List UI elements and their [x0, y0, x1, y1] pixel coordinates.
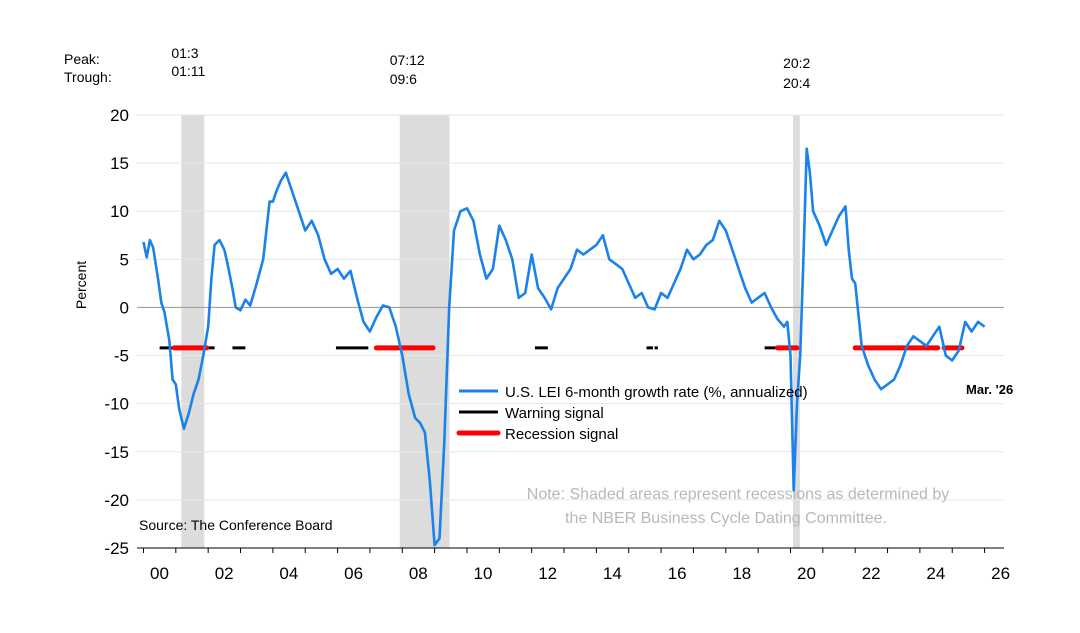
x-axis: 00 02 04 06 08 10 12 14 16 18 20 22 24 26: [137, 547, 1010, 583]
y-tick-label-4: 0: [120, 298, 129, 317]
x-tick-label-9: 18: [732, 564, 751, 583]
recession-peak-2: 20:2: [783, 55, 810, 71]
y-tick-label-2: 10: [110, 202, 129, 221]
x-tick-label-0: 00: [150, 564, 169, 583]
x-tick-label-3: 06: [344, 564, 363, 583]
y-tick-label-9: -25: [104, 539, 129, 558]
x-tick-label-1: 02: [215, 564, 234, 583]
note-line-2: the NBER Business Cycle Dating Committee…: [565, 510, 887, 527]
legend-label-warning: Warning signal: [505, 405, 604, 422]
source-label: Source: The Conference Board: [139, 517, 333, 533]
recession-trough-2: 20:4: [783, 75, 810, 91]
lei-series-line: [142, 147, 986, 547]
x-tick-label-11: 22: [862, 564, 881, 583]
y-axis-ticks: 20 15 10 5 0 -5 -10 -15 -20 -25: [104, 106, 129, 558]
recession-shading: [181, 115, 800, 548]
y-tick-label-5: -5: [114, 347, 129, 366]
recession-band-1: [399, 115, 450, 548]
peak-header: Peak:: [64, 51, 100, 67]
recession-peak-0: 01:3: [171, 45, 198, 61]
legend-label-recession: Recession signal: [505, 426, 618, 443]
latest-data-label: Mar. '26: [966, 382, 1013, 397]
y-axis-label: Percent: [73, 261, 89, 309]
y-tick-label-8: -20: [104, 491, 129, 510]
legend-label-lei: U.S. LEI 6-month growth rate (%, annuali…: [505, 384, 808, 401]
x-tick-label-4: 08: [409, 564, 428, 583]
legend: U.S. LEI 6-month growth rate (%, annuali…: [456, 384, 808, 443]
y-tick-label-6: -10: [104, 395, 129, 414]
recession-band-2: [793, 115, 800, 548]
x-tick-label-10: 20: [797, 564, 816, 583]
gridlines: [137, 114, 1004, 501]
trough-header: Trough:: [64, 69, 112, 85]
note-line-1: Note: Shaded areas represent recessions …: [527, 486, 949, 503]
y-tick-label-0: 20: [110, 106, 129, 125]
recession-date-labels: Peak: Trough: 01:3 01:11 07:12 09:6 20:2 20:4: [64, 45, 811, 91]
y-tick-label-3: 5: [120, 250, 129, 269]
recession-trough-0: 01:11: [171, 63, 205, 79]
y-tick-label-7: -15: [104, 443, 129, 462]
x-tick-label-7: 14: [603, 564, 622, 583]
x-tick-label-13: 26: [991, 564, 1010, 583]
x-tick-label-6: 12: [538, 564, 557, 583]
x-tick-label-2: 04: [279, 564, 298, 583]
x-tick-label-12: 24: [926, 564, 945, 583]
x-tick-label-8: 16: [668, 564, 687, 583]
y-tick-label-1: 15: [110, 154, 129, 173]
recession-trough-1: 09:6: [390, 71, 417, 87]
recession-band-0: [181, 115, 205, 548]
x-tick-label-5: 10: [474, 564, 493, 583]
recession-peak-1: 07:12: [390, 52, 425, 68]
